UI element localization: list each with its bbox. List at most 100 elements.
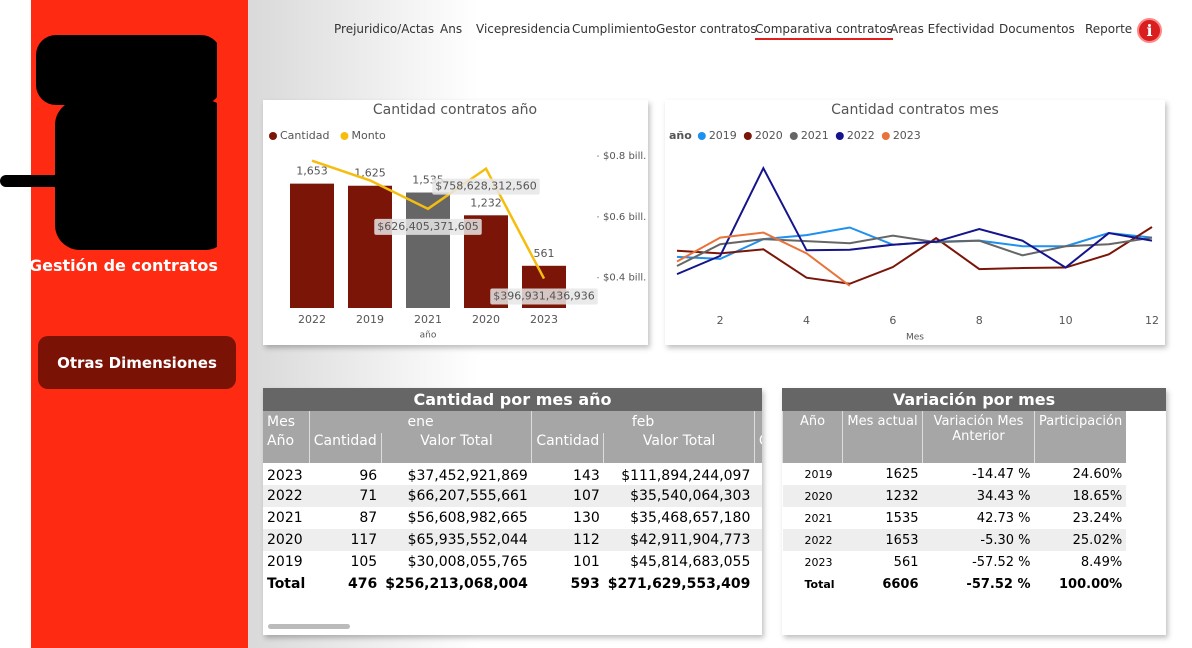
- month-year-table: Mes ene feb Año Cantidad Valor Total Cantidad V…: [263, 411, 762, 595]
- cell: 143: [573, 468, 600, 484]
- line: [676, 234, 1153, 267]
- nav-item[interactable]: Reporte: [1085, 22, 1133, 36]
- label-bg: [432, 178, 540, 195]
- cell: 2022: [267, 488, 303, 504]
- cell: $256,213,068,004: [385, 576, 528, 592]
- cell: Total: [804, 577, 835, 591]
- legend-swatch: [269, 132, 277, 140]
- x-tick-label: 2021: [414, 313, 442, 326]
- tick-mark: [597, 276, 599, 279]
- table-title: Variación por mes: [782, 388, 1166, 411]
- total-row: Total 476 $256,213,068,004 593 $271,629,553,…: [263, 573, 762, 595]
- cell: 34.43 %: [976, 488, 1031, 504]
- cell: $66,207,555,661: [407, 488, 528, 504]
- header-cell: Mes actual: [842, 411, 923, 463]
- cell: 476: [347, 576, 378, 592]
- bar-label: 1,232: [470, 196, 502, 209]
- legend-swatch: [881, 132, 890, 140]
- cell: $65,935,552,044: [407, 532, 528, 548]
- header-cell: ene: [308, 411, 532, 433]
- cell: -57.52 %: [966, 576, 1031, 592]
- cell: -14.47 %: [972, 466, 1031, 482]
- nav-item[interactable]: Prejuridico/Actas: [334, 22, 435, 36]
- cell: 2020: [267, 532, 303, 548]
- header-cell: Valor Total: [380, 433, 532, 463]
- cell: 8: [754, 573, 762, 595]
- y2-tick-label: $0.6 bill.: [603, 212, 646, 223]
- nav-item[interactable]: Ans: [440, 22, 463, 36]
- y2-tick-label: $0.4 bill.: [603, 273, 646, 284]
- x-tick-label: 2019: [356, 313, 384, 326]
- nav-item[interactable]: Gestor contratos: [656, 22, 757, 36]
- sidebar-title: Gestión de contratos: [29, 256, 218, 275]
- cell: 25.02%: [1072, 532, 1123, 548]
- nav-item[interactable]: Cumplimiento: [572, 22, 657, 36]
- cell: 42.73 %: [976, 510, 1031, 526]
- data-row: 2023 96 $37,452,921,869 143 $111,894,244,097…: [263, 463, 762, 485]
- cell: $42,911,904,773: [630, 532, 751, 548]
- cell: 18.65%: [1072, 488, 1123, 504]
- cell: -57.52 %: [972, 554, 1031, 570]
- cell: 117: [350, 532, 378, 548]
- x-axis-label: Mes: [906, 333, 924, 343]
- scrollbar[interactable]: [268, 624, 350, 629]
- data-row: 2019 1625 -14.47 % 24.60%: [783, 463, 1127, 485]
- chart-title: Cantidad contratos año: [373, 102, 537, 118]
- chart-title: Cantidad contratos mes: [831, 102, 999, 118]
- header-cell: [753, 411, 762, 433]
- cell: 2021: [267, 510, 303, 526]
- year-chart: Cantidad contratos año Cantidad Monto $0.4 …: [269, 102, 646, 341]
- bar: [406, 192, 450, 308]
- cell: 101: [573, 554, 600, 570]
- cell: 1: [754, 463, 762, 485]
- legend-swatch: [835, 132, 844, 140]
- x-tick-label: 2: [717, 314, 724, 327]
- cell: 561: [893, 554, 919, 570]
- data-row: 2021 87 $56,608,982,665 130 $35,468,657,1801: [263, 507, 762, 529]
- data-row: 2020 117 $65,935,552,044 112 $42,911,904,773…: [263, 529, 762, 551]
- label-bg: [490, 288, 598, 305]
- nav-item[interactable]: Comparativa contratos: [755, 22, 893, 40]
- header-cell: Cantidad: [531, 433, 604, 463]
- cell: 2019: [804, 467, 833, 481]
- legend-label: 2021: [801, 129, 829, 142]
- line: [676, 231, 851, 287]
- nav-item[interactable]: Vicepresidencia: [476, 22, 571, 36]
- legend-title: año: [669, 129, 692, 142]
- header-row: Año Cantidad Valor Total Cantidad Valor Tota…: [263, 433, 762, 463]
- header-cell: feb: [531, 411, 755, 433]
- legend-swatch: [743, 132, 752, 140]
- x-tick-label: 8: [976, 314, 983, 327]
- legend-label: 2022: [847, 129, 875, 142]
- cell: 1232: [885, 488, 919, 504]
- month-chart: Cantidad contratos mes año 2019 2020 2021 202…: [669, 102, 1159, 343]
- dimensions-button[interactable]: Otras Dimensiones: [38, 336, 236, 389]
- nav-item[interactable]: Documentos: [999, 22, 1075, 36]
- info-icon[interactable]: i: [1137, 18, 1162, 43]
- legend-label: Cantidad: [280, 129, 329, 142]
- cell: 105: [350, 554, 378, 570]
- cell: 2022: [804, 533, 833, 547]
- legend-label: 2020: [755, 129, 783, 142]
- bar-label: 1,653: [296, 165, 328, 178]
- x-tick-label: 4: [803, 314, 810, 327]
- header-cell: Cantid: [753, 433, 762, 463]
- label-bg: [374, 218, 482, 235]
- cell: 1625: [885, 466, 919, 482]
- nav-item[interactable]: Areas Efectividad: [890, 22, 995, 36]
- cell: $37,452,921,869: [407, 468, 528, 484]
- cell: $271,629,553,409: [607, 576, 751, 592]
- cell: 1: [754, 551, 762, 573]
- header-cell: Año: [782, 411, 843, 463]
- bar: [290, 183, 334, 308]
- cell: 6606: [882, 576, 919, 592]
- bar-label: 561: [534, 247, 555, 260]
- cell: 2019: [267, 554, 303, 570]
- line: [311, 159, 546, 280]
- cell: 130: [573, 510, 600, 526]
- total-row: Total 6606 -57.52 % 100.00%: [783, 573, 1127, 595]
- legend-label: 2023: [893, 129, 921, 142]
- header-cell: Año: [263, 433, 310, 463]
- legend-swatch: [789, 132, 798, 140]
